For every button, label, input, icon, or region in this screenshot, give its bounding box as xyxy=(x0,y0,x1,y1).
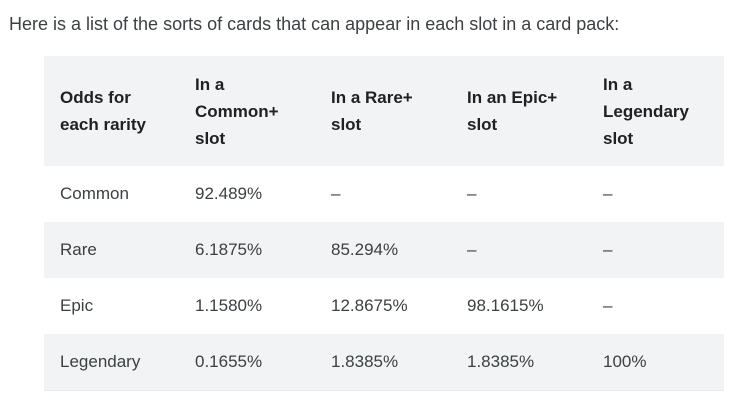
table-cell: 6.1875% xyxy=(179,222,315,278)
header-text-line: Legendary xyxy=(603,101,689,121)
table-row: Rare 6.1875% 85.294% – – xyxy=(44,222,724,278)
row-label-cell: Legendary xyxy=(44,334,179,391)
intro-paragraph: Here is a list of the sorts of cards tha… xyxy=(9,14,620,34)
rarity-odds-table: Odds for each rarity In a Common+ slot I… xyxy=(44,56,724,391)
table-cell: 1.8385% xyxy=(315,334,451,391)
header-rare-plus-slot: In a Rare+ slot xyxy=(315,56,451,166)
table-cell: 1.1580% xyxy=(195,296,263,315)
table-cell: 100% xyxy=(587,334,724,391)
table-cell: – xyxy=(451,222,587,278)
header-text-line: In an Epic+ xyxy=(467,88,558,107)
header-legendary-slot: In a Legendary slot xyxy=(587,56,724,166)
header-text-line: slot xyxy=(603,128,634,148)
table-header-row: Odds for each rarity In a Common+ slot I… xyxy=(44,56,724,166)
table-cell: 92.489% xyxy=(195,184,263,203)
header-text-line: Odds for xyxy=(60,88,131,107)
table-cell: 98.1615% xyxy=(467,296,544,315)
table-cell: – xyxy=(603,184,613,203)
table-cell: 12.8675% xyxy=(331,296,408,315)
table-row: Legendary 0.1655% 1.8385% 1.8385% 100% xyxy=(44,334,724,391)
table-row: Epic 1.1580% 12.8675% 98.1615% – xyxy=(44,278,724,334)
header-text-line: slot xyxy=(195,128,226,148)
header-common-plus-slot: In a Common+ slot xyxy=(179,56,315,166)
header-text-line: In a Rare+ xyxy=(331,88,413,107)
header-text-line: Common+ xyxy=(195,101,279,121)
table-row: Common 92.489% – – – xyxy=(44,166,724,222)
row-label-cell: Rare xyxy=(44,222,179,278)
header-text-line: slot xyxy=(467,115,498,134)
table-cell: 1.8385% xyxy=(451,334,587,391)
header-epic-plus-slot: In an Epic+ slot xyxy=(451,56,587,166)
table-cell: 0.1655% xyxy=(179,334,315,391)
table-cell: – xyxy=(331,184,341,203)
table-cell: – xyxy=(587,222,724,278)
header-text-line: slot xyxy=(331,115,362,134)
row-label-cell: Common xyxy=(60,184,129,203)
header-text-line: In a xyxy=(603,74,633,94)
header-odds-for-each-rarity: Odds for each rarity xyxy=(44,56,179,166)
table-cell: 85.294% xyxy=(315,222,451,278)
table-cell: – xyxy=(603,296,613,315)
header-text-line: each rarity xyxy=(60,115,146,134)
table-cell: – xyxy=(467,184,477,203)
header-text-line: In a xyxy=(195,74,225,94)
row-label-cell: Epic xyxy=(60,296,94,315)
